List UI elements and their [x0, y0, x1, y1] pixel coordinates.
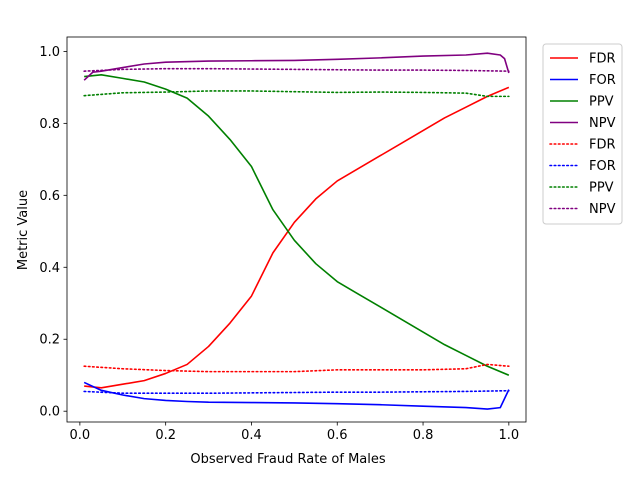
axes-layer: 0.0 0.2 0.4 0.6 0.8 1.0 0.0 0.2 0.4 0.6 0.8 1.0 — [39, 36, 527, 443]
series-npv-solid-line — [83, 52, 510, 81]
legend-label: PPV — [589, 95, 614, 110]
series-layer — [83, 52, 510, 410]
plot-frame — [66, 36, 527, 423]
x-axis-label: Observed Fraud Rate of Males — [190, 452, 386, 467]
series-ppv-dotted-line — [83, 90, 510, 98]
legend-label: FDR — [589, 138, 616, 153]
series-ppv-solid-line — [84, 73, 510, 376]
legend-label: NPV — [589, 116, 616, 131]
x-tick-label: 0.8 — [413, 428, 434, 443]
legend-frame — [542, 43, 623, 225]
y-tick-label: 0.0 — [39, 405, 60, 420]
x-tick-label: 0.6 — [327, 428, 348, 443]
legend-label: PPV — [589, 181, 614, 196]
x-tick-label: 1.0 — [498, 428, 519, 443]
legend-label: FDR — [589, 52, 616, 67]
series-for-dotted-line — [83, 389, 510, 395]
legend-label: FOR — [589, 159, 616, 174]
series-fdr-solid-line — [84, 86, 510, 389]
legend-label: NPV — [589, 202, 616, 217]
series-npv-dotted-line — [83, 67, 510, 72]
x-tick-label: 0.4 — [241, 428, 262, 443]
x-tick-label: 0.2 — [155, 428, 176, 443]
x-tick-label: 0.0 — [70, 428, 91, 443]
y-axis-label: Metric Value — [16, 190, 31, 270]
legend-label: FOR — [589, 73, 616, 88]
y-tick-label: 1.0 — [39, 45, 60, 60]
y-tick-label: 0.2 — [39, 333, 60, 348]
y-tick-label: 0.4 — [39, 261, 60, 276]
y-tick-label: 0.8 — [39, 117, 60, 132]
y-tick-label: 0.6 — [39, 189, 60, 204]
series-fdr-dotted-line — [83, 363, 510, 373]
series-for-solid-line — [83, 381, 510, 410]
legend: FDR FOR PPV NPV FDR FOR PPV NPV — [542, 43, 623, 225]
